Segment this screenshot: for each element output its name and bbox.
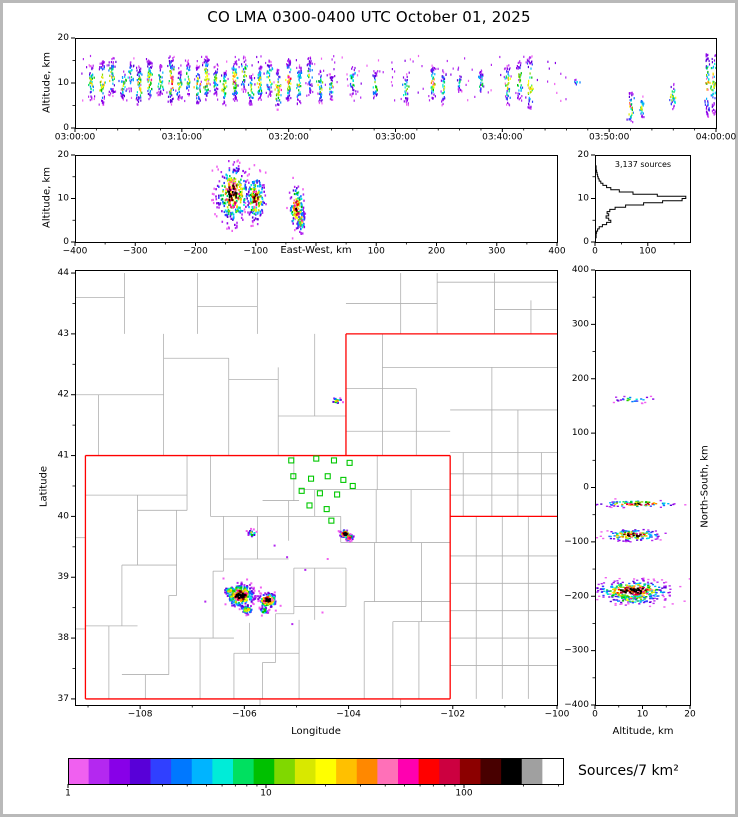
time-panel-ylabel: Altitude, km	[41, 52, 53, 113]
tick-label: 20	[58, 33, 70, 43]
map-layers	[75, 273, 557, 705]
tick-label: 0	[583, 483, 589, 493]
tick-label: 10	[58, 78, 70, 88]
tick-label: −102	[440, 710, 465, 720]
tick-label: 100	[455, 789, 472, 799]
tick-label: 40	[58, 511, 70, 521]
tick-label: 0	[592, 710, 598, 720]
tick-label: −200	[564, 591, 589, 601]
tick-label: −300	[123, 247, 148, 257]
tick-label: 10	[637, 710, 649, 720]
tick-label: 400	[572, 265, 589, 275]
colorbar: 1 10 100	[65, 758, 564, 799]
tick-label: 43	[58, 329, 69, 339]
tick-label: −100	[564, 537, 589, 547]
tick-label: −400	[63, 247, 88, 257]
tick-label: 20	[684, 710, 696, 720]
tick-label: 44	[58, 268, 70, 278]
tick-label: 03:40:00	[482, 133, 523, 143]
tick-label: 10	[58, 194, 70, 204]
tick-label: −100	[545, 710, 570, 720]
ew-panel-ylabel: Altitude, km	[41, 167, 53, 228]
tick-label: 10	[578, 194, 590, 204]
tick-label: 03:50:00	[589, 133, 630, 143]
tick-label: −104	[336, 710, 361, 720]
tick-label: 38	[58, 633, 70, 643]
tick-label: 20	[58, 150, 70, 160]
time-height-points	[81, 53, 716, 124]
ns_height-axes: 0 10 20 −400 −300 −200 −100 0 100 200 300 400	[564, 265, 696, 720]
colorbar-label: Sources/7 km²	[578, 763, 679, 779]
tick-label: 41	[58, 451, 69, 461]
tick-label: 03:20:00	[268, 133, 309, 143]
tick-label: 20	[578, 150, 590, 160]
tick-label: 03:10:00	[162, 133, 203, 143]
ns-panel-xlabel: Altitude, km	[612, 726, 674, 737]
ns-panel-ylabel: North-South, km	[699, 445, 711, 528]
ew-panel-xlabel: East-West, km	[280, 245, 352, 256]
tick-label: 200	[428, 247, 445, 257]
ew_height-axes: −400 −300 −200 −100 100 200 300 400 0 10 20	[58, 150, 566, 257]
tick-label: 0	[583, 237, 589, 247]
map-axes: −108 −106 −104 −102 −100 37 38 39 40 41 42 43 44	[58, 268, 570, 720]
tick-label: −300	[564, 646, 589, 656]
map-xlabel: Longitude	[291, 726, 341, 737]
tick-label: 42	[58, 390, 69, 400]
tick-label: 100	[368, 247, 385, 257]
ew-height-points	[211, 159, 307, 240]
tick-label: 0	[63, 123, 69, 133]
tick-label: 400	[548, 247, 565, 257]
map-ylabel: Latitude	[38, 465, 50, 508]
tick-label: 04:00:00	[696, 133, 737, 143]
time_height-axes: 03:00:00 03:10:00 03:20:00 03:30:00 03:40:00…	[55, 33, 737, 143]
altitude-histogram-line	[595, 155, 687, 242]
ns-height-points	[595, 395, 690, 608]
tick-label: 0	[592, 247, 598, 257]
tick-label: 1	[65, 789, 71, 799]
tick-label: 03:00:00	[55, 133, 96, 143]
tick-label: 39	[58, 572, 70, 582]
tick-label: −108	[128, 710, 153, 720]
lma-station-markers	[288, 455, 356, 524]
tick-label: −106	[232, 710, 257, 720]
tick-label: −400	[564, 700, 589, 710]
tick-label: −200	[183, 247, 208, 257]
histogram-axes: 0 100 0 10 20	[578, 150, 691, 257]
source-count-annotation: 3,137 sources	[614, 160, 672, 169]
tick-label: −100	[243, 247, 268, 257]
tick-label: 300	[488, 247, 505, 257]
tick-label: 37	[58, 694, 69, 704]
tick-label: 0	[63, 237, 69, 247]
tick-label: 300	[572, 319, 589, 329]
tick-label: 03:30:00	[375, 133, 416, 143]
figure-title: CO LMA 0300-0400 UTC October 01, 2025	[207, 8, 531, 26]
tick-label: 100	[572, 428, 589, 438]
tick-label: 10	[260, 789, 272, 799]
tick-label: 200	[572, 374, 589, 384]
tick-label: 100	[639, 247, 656, 257]
